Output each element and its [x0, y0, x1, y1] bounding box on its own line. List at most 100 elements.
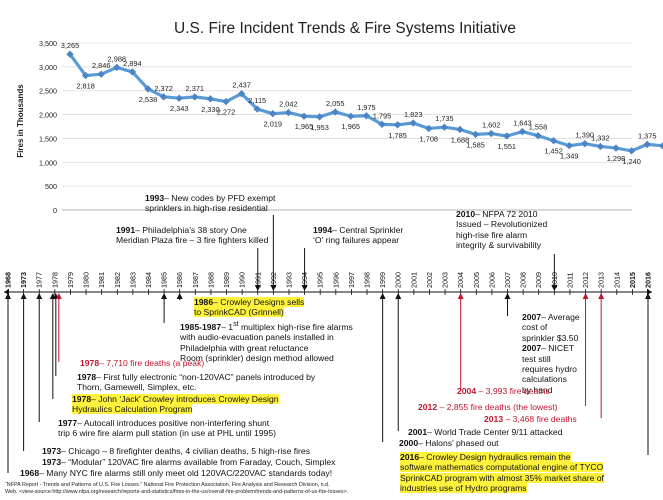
timeline-year-label: 2001 [409, 272, 418, 288]
data-point [659, 142, 663, 150]
grid-lines [62, 42, 632, 211]
annotation-a2004: 2004 – 3,993 fire deaths [457, 386, 550, 396]
data-label: 2,371 [186, 84, 205, 93]
timeline-year-label: 2013 [597, 272, 606, 288]
timeline-year-label: 1980 [82, 272, 91, 288]
y-tick-label: 2,500 [39, 87, 57, 96]
data-point [331, 108, 339, 116]
data-label: 3,265 [61, 41, 80, 50]
timeline-year-label: 2014 [612, 272, 621, 288]
timeline-year-label: 1984 [144, 272, 153, 288]
data-label: 1,785 [388, 131, 407, 140]
y-tick-label: 3,500 [39, 39, 57, 48]
y-tick-label: 1,000 [39, 158, 57, 167]
data-label: 1,735 [435, 114, 454, 123]
data-point [175, 94, 183, 102]
data-point [534, 131, 542, 140]
timeline-year-label: 2003 [441, 272, 450, 288]
annotation-a1978a: 1978– First fully electronic “non-120VAC… [77, 372, 316, 393]
data-label: 1,688 [451, 135, 470, 144]
data-point [237, 90, 246, 98]
chart-title: U.S. Fire Incident Trends & Fire Systems… [174, 20, 516, 37]
timeline-year-label: 1982 [113, 272, 122, 288]
data-point [144, 85, 152, 93]
annotation-a2016: 2016– Crowley Design hydraulics remain t… [400, 452, 604, 494]
data-point [284, 108, 293, 117]
data-point [456, 125, 464, 134]
data-point [66, 50, 74, 58]
y-tick-label: 500 [45, 182, 57, 191]
data-label: 1,643 [513, 119, 532, 128]
data-point [347, 112, 355, 120]
annotation-a2012: 2012 – 2,855 fire deaths (the lowest) [418, 402, 558, 412]
annotation-a1968: 1968– Many NYC fire alarms still only me… [20, 468, 333, 478]
data-label: 1,965 [295, 122, 314, 131]
data-label: 2,042 [279, 100, 298, 109]
timeline-year-label: 1977 [35, 272, 44, 288]
annotation-a1985: 1985-1987– 1st multiplex high-rise fire … [180, 320, 353, 364]
timeline-year-label: 1978 [50, 272, 59, 288]
data-point [471, 130, 480, 139]
timeline-year-label: 1996 [331, 272, 340, 288]
timeline-year-label: 1987 [191, 272, 200, 288]
annotation-a2000: 2000– Halons’ phased out [399, 438, 499, 448]
data-label: 1,585 [466, 140, 485, 149]
annotation-a1978b: 1978– John ‘Jack’ Crowley introduces Cro… [72, 394, 279, 415]
data-label: 1,375 [638, 131, 657, 140]
data-label: 2,988 [108, 54, 127, 63]
timeline-year-label: 1998 [363, 272, 372, 288]
data-label: 2,818 [76, 82, 95, 91]
annotation-a1973a: 1973– Chicago – 8 firefighter deaths, 4 … [42, 446, 310, 456]
y-tick-label: 2,000 [39, 111, 57, 120]
data-point [409, 119, 417, 127]
data-label: 1,390 [576, 131, 595, 140]
y-tick-label: 1,500 [39, 134, 57, 143]
annotation-a1993: 1993– New codes by PFD exempt sprinklers … [145, 193, 276, 214]
data-label: 2,437 [232, 81, 251, 90]
data-label: 2,272 [217, 108, 236, 117]
data-point [253, 105, 261, 113]
timeline-year-label: 2006 [487, 272, 496, 288]
source-citation: Web. <view-source:http://www.nfpa.org/re… [5, 489, 349, 495]
data-label: 1,558 [529, 123, 548, 132]
data-point [393, 121, 402, 129]
timeline-year-label: 1981 [97, 272, 106, 288]
data-point [440, 123, 449, 131]
data-point [378, 120, 386, 129]
timeline-year-label: 1989 [222, 272, 231, 288]
timeline-year-label: 1995 [316, 272, 325, 288]
timeline-year-label: 2008 [519, 272, 528, 288]
data-label: 2,115 [248, 96, 266, 105]
annotation-a2001: 2001– World Trade Center 9/11 attacked [408, 427, 563, 437]
timeline-year-label: 1997 [347, 272, 356, 288]
data-point [159, 93, 168, 101]
data-point [222, 97, 230, 106]
data-point [612, 144, 620, 152]
data-label: 1,551 [498, 142, 517, 151]
data-point [487, 129, 495, 138]
timeline-year-label: 1983 [128, 272, 137, 288]
annotation-a1973b: 1973– “Modular” 120VAC fire alarms avail… [42, 457, 336, 467]
data-point [191, 93, 199, 101]
data-label: 2,846 [92, 61, 111, 70]
timeline-year-label: 2009 [534, 272, 543, 288]
annotation-a1978r: 1978– 7,710 fire deaths (a peak) [80, 358, 205, 368]
timeline-year-label: 1999 [378, 272, 387, 288]
timeline-year-label: 2004 [456, 272, 465, 288]
timeline-year-label: 2007 [503, 272, 512, 288]
data-label: 1,795 [373, 111, 392, 120]
data-point [581, 140, 589, 148]
data-point [300, 112, 308, 120]
data-point [549, 137, 558, 145]
data-point [643, 140, 651, 149]
data-point [627, 147, 636, 155]
timeline-year-label: 2002 [425, 272, 434, 288]
data-point [315, 113, 324, 121]
data-point [269, 109, 277, 118]
data-label: 1,708 [420, 135, 439, 144]
timeline-year-label: 1986 [175, 272, 184, 288]
data-label: 1,823 [404, 110, 423, 119]
